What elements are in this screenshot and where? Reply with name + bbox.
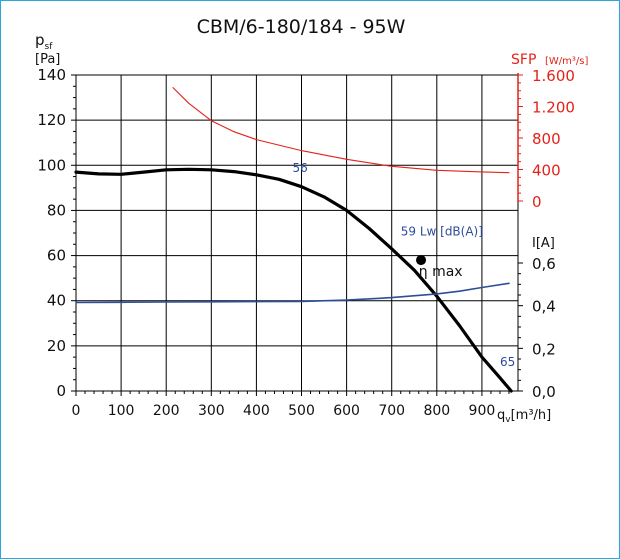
x-tick-label: 300 <box>198 403 225 419</box>
y-axis-symbol: p <box>35 31 45 49</box>
sfp-tick-label: 0 <box>532 193 542 211</box>
x-axis-unit: [m³/h] <box>511 408 552 423</box>
y-tick-label: 120 <box>37 111 66 129</box>
y-axis-label: psf <box>35 31 53 52</box>
y-axis-sub: sf <box>45 42 54 52</box>
labels: 56 59 Lw [dB(A)] 65 η max <box>292 161 515 369</box>
current-axis-label: I[A] <box>532 236 555 251</box>
y-tick-label: 40 <box>47 292 66 310</box>
sfp-axis-unit: [W/m³/s] <box>545 56 588 67</box>
current-tick-label: 0,6 <box>532 255 556 273</box>
x-axis-label: qv[m³/h] <box>497 408 551 425</box>
current-curve <box>75 282 510 304</box>
y-tick-label: 100 <box>37 156 66 174</box>
current-tick-label: 0,0 <box>532 383 556 401</box>
y-tick-label: 0 <box>56 382 66 400</box>
sfp-tick-label: 1.200 <box>532 99 575 117</box>
x-tick-label: 0 <box>72 403 81 419</box>
x-tick-label: 700 <box>378 403 405 419</box>
sfp-tick-label: 1.600 <box>532 67 575 85</box>
eta-max-label: η max <box>419 264 463 280</box>
series <box>74 87 513 393</box>
x-tick-label: 900 <box>469 403 496 419</box>
sound-level-label: 56 <box>292 161 307 175</box>
sound-level-label: 59 Lw [dB(A)] <box>401 224 483 238</box>
x-tick-label: 500 <box>288 403 315 419</box>
y-axis-unit: [Pa] <box>35 52 60 67</box>
current-tick-label: 0,4 <box>532 298 556 316</box>
x-tick-label: 100 <box>108 403 135 419</box>
pressure-curve <box>74 167 513 393</box>
sfp-tick-label: 800 <box>532 130 561 148</box>
current-tick-label: 0,2 <box>532 340 556 358</box>
sfp-axis-label: SFP <box>511 52 536 68</box>
x-tick-label: 200 <box>153 403 180 419</box>
sound-level-label: 65 <box>500 355 515 369</box>
x-axis-symbol: q <box>497 408 505 423</box>
axes: 0 20 40 60 80 100 120 140 0 100 200 300 400 500 600 700… <box>37 66 575 419</box>
sfp-tick-label: 400 <box>532 162 561 180</box>
chart-title: CBM/6-180/184 - 95W <box>197 16 406 38</box>
x-tick-label: 800 <box>423 403 450 419</box>
sfp-curve <box>172 87 510 174</box>
x-tick-label: 400 <box>243 403 270 419</box>
y-tick-label: 140 <box>37 66 66 84</box>
eta-max-marker <box>416 255 427 266</box>
y-tick-label: 60 <box>47 247 66 265</box>
x-tick-label: 600 <box>333 403 360 419</box>
y-tick-label: 20 <box>47 337 66 355</box>
x-axis-sub: v <box>505 415 511 425</box>
y-tick-label: 80 <box>47 201 66 219</box>
